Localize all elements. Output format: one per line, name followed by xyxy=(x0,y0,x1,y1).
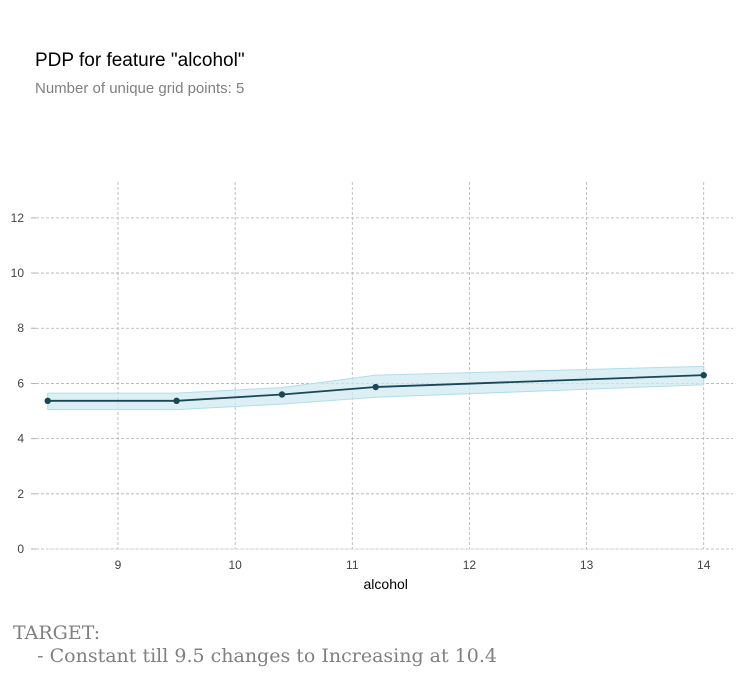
x-axis-label: alcohol xyxy=(364,576,408,592)
y-tick-label: 0 xyxy=(17,542,24,556)
chart-title: PDP for feature "alcohol" xyxy=(35,50,245,71)
x-tick-label: 12 xyxy=(463,558,477,572)
y-tick-label: 8 xyxy=(17,321,24,335)
y-tick-label: 6 xyxy=(17,376,24,390)
data-point xyxy=(372,383,379,391)
data-point xyxy=(44,397,51,405)
x-tick-label: 11 xyxy=(346,558,359,572)
target-annotation: TARGET: - Constant till 9.5 changes to I… xyxy=(13,622,497,668)
x-tick-label: 9 xyxy=(115,558,122,572)
y-tick-label: 10 xyxy=(11,266,25,280)
y-tick-label: 2 xyxy=(17,487,24,501)
data-point xyxy=(700,371,707,379)
x-tick-label: 10 xyxy=(228,558,242,572)
target-detail: - Constant till 9.5 changes to Increasin… xyxy=(13,645,497,667)
data-point xyxy=(173,397,180,405)
data-point xyxy=(278,391,286,398)
x-tick-label: 14 xyxy=(697,558,711,572)
target-heading: TARGET: xyxy=(13,622,101,644)
x-tick-label: 13 xyxy=(580,558,594,572)
y-tick-label: 4 xyxy=(17,432,24,446)
y-tick-label: 12 xyxy=(11,211,25,225)
chart-subtitle: Number of unique grid points: 5 xyxy=(35,80,245,97)
